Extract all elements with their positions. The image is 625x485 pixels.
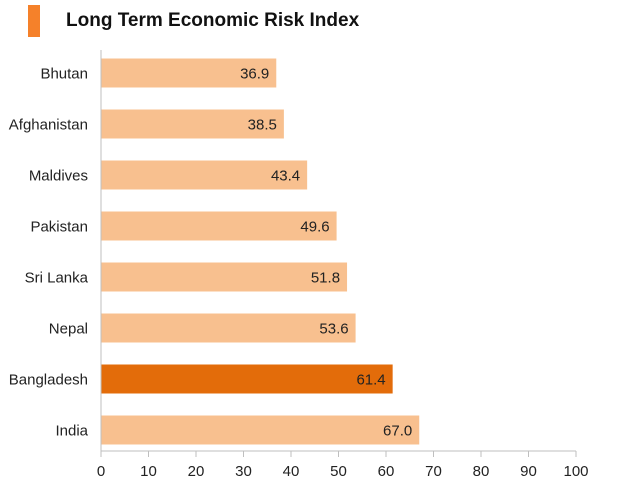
bar-nepal xyxy=(101,313,356,343)
bar-bangladesh xyxy=(101,364,393,394)
x-tick-label-90: 90 xyxy=(520,463,537,480)
category-label-maldives: Maldives xyxy=(29,168,88,185)
x-tick-label-10: 10 xyxy=(140,463,157,480)
value-label-bangladesh: 61.4 xyxy=(356,372,385,389)
category-label-nepal: Nepal xyxy=(49,321,88,338)
category-label-bangladesh: Bangladesh xyxy=(9,372,88,389)
category-label-afghanistan: Afghanistan xyxy=(9,117,88,134)
value-label-maldives: 43.4 xyxy=(271,168,300,185)
bar-sri-lanka xyxy=(101,262,348,292)
value-label-nepal: 53.6 xyxy=(319,321,348,338)
category-label-bhutan: Bhutan xyxy=(40,66,88,83)
value-label-sri-lanka: 51.8 xyxy=(311,270,340,287)
bar-bhutan xyxy=(101,58,277,88)
value-label-bhutan: 36.9 xyxy=(240,66,269,83)
category-label-sri-lanka: Sri Lanka xyxy=(25,270,89,287)
x-tick-label-60: 60 xyxy=(378,463,395,480)
x-tick-label-80: 80 xyxy=(473,463,490,480)
bar-afghanistan xyxy=(101,109,284,139)
chart-title: Long Term Economic Risk Index xyxy=(66,10,360,31)
value-label-india: 67.0 xyxy=(383,423,412,440)
x-tick-label-30: 30 xyxy=(235,463,252,480)
bar-india xyxy=(101,415,420,445)
value-label-pakistan: 49.6 xyxy=(300,219,329,236)
value-label-afghanistan: 38.5 xyxy=(248,117,277,134)
x-tick-label-100: 100 xyxy=(563,463,588,480)
bar-pakistan xyxy=(101,211,337,241)
x-tick-label-70: 70 xyxy=(425,463,442,480)
category-label-pakistan: Pakistan xyxy=(30,219,88,236)
category-label-india: India xyxy=(55,423,88,440)
x-tick-label-20: 20 xyxy=(188,463,205,480)
x-tick-label-0: 0 xyxy=(97,463,105,480)
bar-maldives xyxy=(101,160,308,190)
x-tick-label-50: 50 xyxy=(330,463,347,480)
title-accent-bar xyxy=(28,5,40,37)
x-tick-label-40: 40 xyxy=(283,463,300,480)
